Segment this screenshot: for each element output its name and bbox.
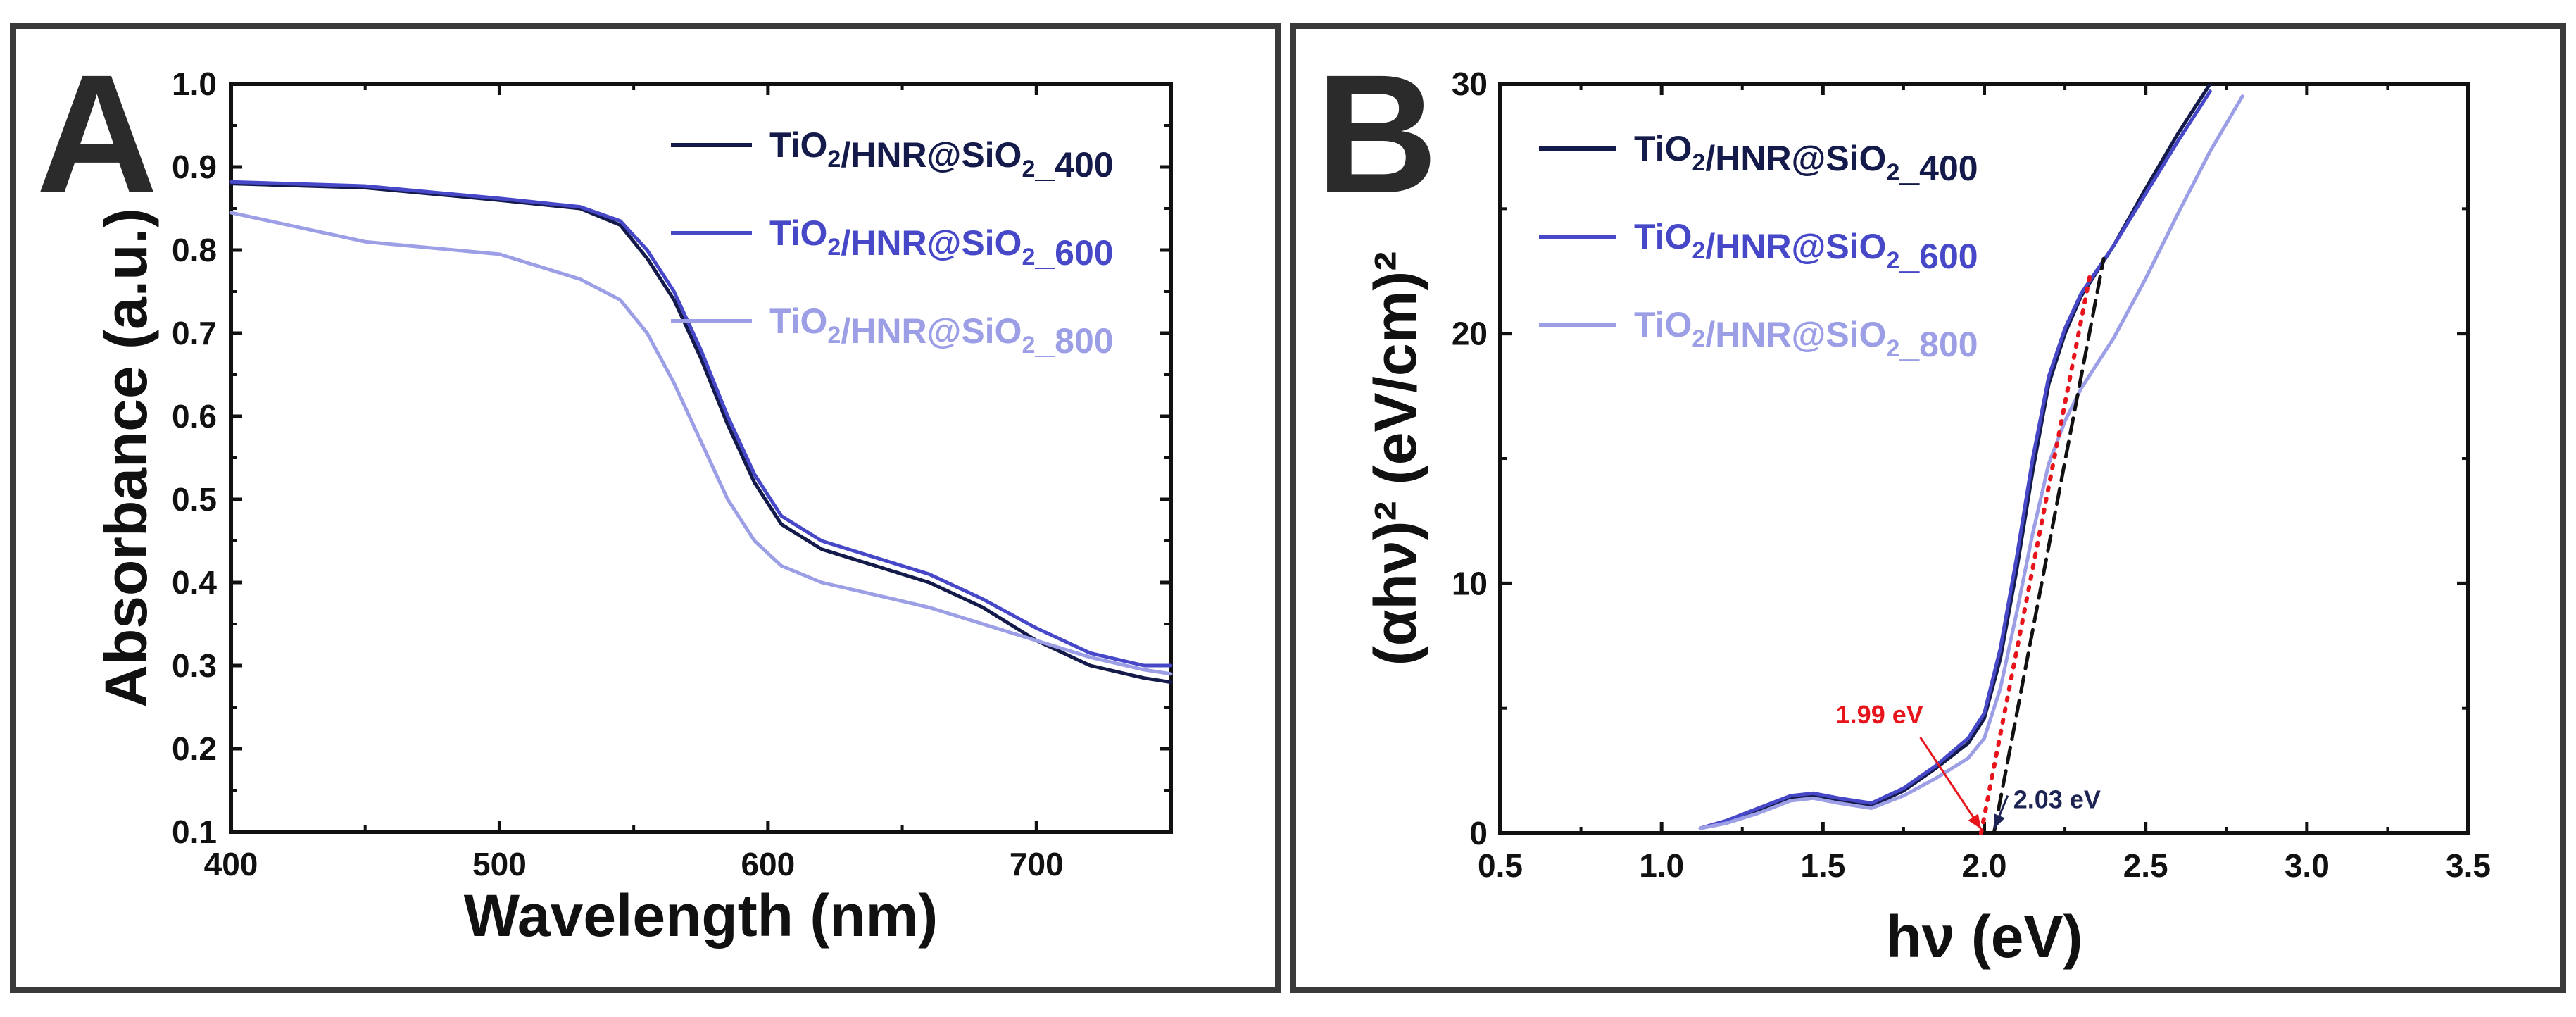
x-tick-label-a: 500 [472,846,527,882]
x-tick-label-b: 3.0 [2285,847,2330,884]
plot-frame-a [229,82,1173,834]
panel-letter-b: B [1316,39,1438,228]
fit-line-b-1 [1992,256,2106,835]
legend-label-a-2: TiO2/HNR@SiO2_800 [769,301,1114,361]
legend-label-b-0: TiO2/HNR@SiO2_400 [1634,129,1978,188]
x-tick-label-a: 400 [204,846,258,882]
y-axis-title-a: Absorbance (a.u.) [93,208,159,707]
x-tick-label-b: 1.0 [1639,847,1684,884]
series-line-a-1 [229,180,1173,668]
y-tick-label-a: 0.7 [172,315,217,351]
fit-line-b-0 [1978,269,2093,835]
legend-label-a-0: TiO2/HNR@SiO2_400 [769,125,1114,185]
y-tick-label-b: 0 [1469,815,1488,851]
annotation-arrowhead-b-1 [1994,813,2005,829]
chart-a-svg: A 0.1 0.2 0.3 0.4 0.5 0.6 0.7 0.8 0.9 1.0 400 500 600… [36,39,1173,949]
annotation-label-b-0: 1.99 eV [1836,700,1923,729]
y-tick-label-a: 0.4 [172,564,217,601]
series-line-a-2 [229,211,1173,676]
x-axis-title-b: hν (eV) [1885,904,2082,970]
y-tick-label-a: 1.0 [172,65,217,102]
chart-b-svg: B 0 10 20 30 0.5 1.0 1.5 2.0 2.5 3.0 3.5 hν (eV) (αhν… [1316,39,2491,970]
x-axis-title-a: Wavelength (nm) [464,882,938,949]
annotation-arrowhead-b-0 [1968,813,1981,829]
legend-label-b-1: TiO2/HNR@SiO2_600 [1634,217,1978,276]
y-tick-label-a: 0.1 [172,813,217,850]
x-tick-label-b: 0.5 [1478,847,1523,884]
series-line-b-1 [1698,89,2212,830]
x-tick-label-a: 700 [1010,846,1064,882]
annotation-label-b-1: 2.03 eV [2013,785,2101,814]
x-tick-label-a: 600 [741,846,795,882]
legend-label-a-1: TiO2/HNR@SiO2_600 [769,213,1114,273]
annotation-arrow-b-0 [1919,737,1983,830]
y-tick-label-a: 0.8 [172,232,217,268]
x-tick-label-b: 3.5 [2446,847,2491,884]
y-axis-title-b: (αhν)² (eV/cm)² [1362,251,1428,666]
panel-letter-a: A [36,39,158,228]
y-tick-label-a: 0.6 [172,398,217,435]
y-tick-label-a: 0.2 [172,730,217,767]
y-tick-label-b: 20 [1452,316,1488,352]
x-tick-label-b: 2.0 [1962,847,2007,884]
y-tick-label-a: 0.9 [172,149,217,185]
panel-a: A 0.1 0.2 0.3 0.4 0.5 0.6 0.7 0.8 0.9 1.0 400 500 600… [10,23,1281,993]
legend-label-b-2: TiO2/HNR@SiO2_800 [1634,305,1978,364]
series-line-b-2 [1698,94,2244,830]
y-tick-label-a: 0.3 [172,647,217,684]
series-line-b-0 [1698,84,2212,830]
y-tick-label-a: 0.5 [172,481,217,518]
x-tick-label-b: 1.5 [1800,847,1845,884]
x-tick-label-b: 2.5 [2123,847,2168,884]
y-tick-label-b: 30 [1452,65,1488,102]
panel-b: B 0 10 20 30 0.5 1.0 1.5 2.0 2.5 3.0 3.5 hν (eV) (αhν… [1290,23,2566,993]
y-tick-label-b: 10 [1452,565,1488,601]
